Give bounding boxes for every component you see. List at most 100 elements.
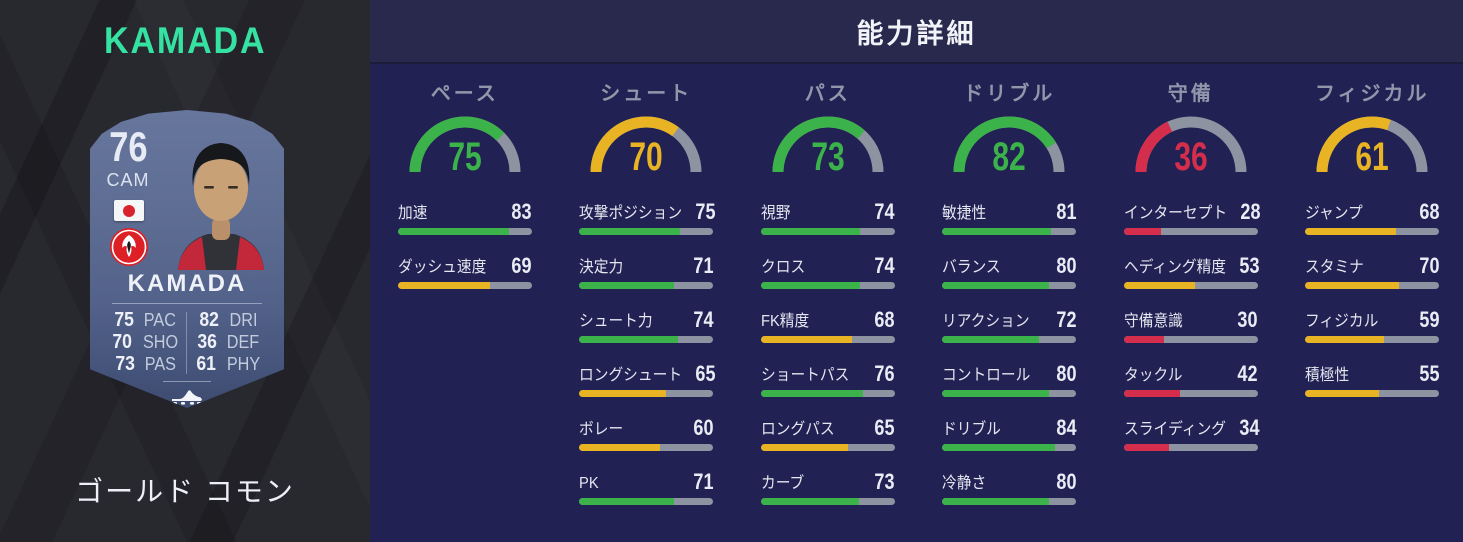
ability-label: シュート (600, 83, 693, 105)
stat-row: 冷静さ 80 (942, 469, 1077, 505)
stat-row: 加速 83 (397, 201, 532, 235)
stat-line: 敏捷性 81 (942, 201, 1076, 223)
stat-label: 視野 (760, 205, 791, 222)
ability-gauge: 70 (587, 115, 705, 177)
ability-gauge: 73 (769, 115, 887, 179)
stat-row: PK 71 (579, 471, 714, 505)
ability-column: 守備 36 インターセプト 28 ヘディング精度 53 守備意識 30 タックル 42 スライディン… (1100, 64, 1282, 525)
stat-line: フィジカル 59 (1305, 309, 1439, 331)
quick-stat: 82 DRI (199, 309, 258, 331)
stat-line: ロングパス 65 (761, 417, 895, 439)
stat-bar-fill (397, 282, 491, 289)
stat-list: インターセプト 28 ヘディング精度 53 守備意識 30 タックル 42 スライディング 34 (1100, 201, 1282, 451)
stat-label: FK精度 (760, 313, 810, 330)
stat-bar (1305, 390, 1440, 397)
stat-bar (579, 390, 714, 397)
card-rating: 76 (108, 123, 148, 170)
card-divider (112, 303, 262, 304)
stat-list: ジャンプ 68 スタミナ 70 フィジカル 59 積極性 55 (1282, 201, 1463, 397)
stat-label: 敏捷性 (942, 205, 987, 222)
stat-bar-fill (760, 390, 863, 397)
ability-gauge-value: 73 (811, 135, 845, 179)
stat-label: インターセプト (1123, 205, 1227, 222)
stat-bar-fill (1305, 282, 1400, 289)
stat-bar-fill (579, 336, 679, 343)
stat-bar-fill (942, 498, 1050, 505)
ability-label: ペース (430, 83, 499, 105)
stat-row: クロス 74 (760, 255, 895, 289)
stat-bar-fill (942, 444, 1055, 451)
stat-row: 攻撃ポジション 75 (579, 201, 716, 235)
quick-stats-divider (186, 312, 187, 374)
player-card: 76 CAM KAM (90, 110, 284, 408)
stat-label: ショートパス (760, 367, 850, 384)
card-divider-short (163, 381, 211, 382)
stat-list: 視野 74 クロス 74 FK精度 68 ショートパス 76 ロングパス 65 カーブ 73 (737, 201, 919, 505)
stat-line: タックル 42 (1124, 363, 1258, 385)
stat-label: ヘディング精度 (1123, 259, 1226, 276)
stat-line: クロス 74 (761, 255, 895, 277)
stat-value: 73 (874, 469, 895, 494)
stat-bar-fill (1305, 336, 1385, 343)
stat-bar-fill (760, 228, 860, 235)
stat-value: 30 (1237, 307, 1258, 332)
stat-row: 視野 74 (760, 199, 895, 235)
stat-line: 加速 83 (398, 201, 532, 223)
stat-line: インターセプト 28 (1123, 201, 1261, 223)
stat-row: ダッシュ速度 69 (397, 253, 532, 289)
stat-bar (1123, 336, 1258, 343)
stat-line: 攻撃ポジション 75 (579, 201, 716, 223)
stat-row: コントロール 80 (942, 363, 1077, 397)
stat-bar (942, 498, 1077, 505)
stat-value: 74 (874, 253, 895, 278)
quick-stat: 61 PHY (196, 353, 260, 375)
stat-bar-fill (397, 228, 509, 235)
stat-row: 積極性 55 (1305, 363, 1440, 397)
stat-value: 74 (874, 199, 895, 224)
stat-value: 80 (1056, 469, 1077, 494)
stat-bar-fill (1305, 390, 1379, 397)
stat-label: フィジカル (1305, 313, 1379, 330)
player-name-title: KAMADA (0, 20, 370, 62)
ability-gauge-value: 36 (1174, 135, 1208, 179)
stat-bar-fill (942, 336, 1039, 343)
stat-value: 55 (1419, 361, 1440, 386)
stat-bar-fill (579, 444, 660, 451)
player-sidebar: KAMADA 76 CAM (0, 0, 370, 542)
stat-line: 積極性 55 (1305, 363, 1439, 385)
stat-bar-fill (579, 390, 667, 397)
stat-line: FK精度 68 (761, 309, 895, 331)
stat-row: 敏捷性 81 (942, 201, 1077, 235)
stat-line: PK 71 (579, 471, 713, 493)
stat-value: 68 (1419, 199, 1440, 224)
stat-label: スライディング (1123, 421, 1226, 438)
ability-column: パス 73 視野 74 クロス 74 FK精度 68 ショートパス 76 ロングパス 65 カーブ 73 (737, 64, 919, 525)
stat-value: 60 (693, 415, 714, 440)
stat-label: カーブ (760, 475, 805, 492)
stat-bar-fill (942, 228, 1051, 235)
club-badge-icon (109, 227, 149, 267)
ability-gauge: 82 (950, 115, 1068, 177)
stat-line: 決定力 71 (579, 255, 713, 277)
stat-bar-fill (1123, 282, 1195, 289)
ability-label: フィジカル (1314, 83, 1430, 105)
stat-row: リアクション 72 (942, 309, 1077, 343)
player-name-text: KAMADA (103, 20, 267, 61)
stat-row: ロングパス 65 (760, 417, 895, 451)
ability-header-title: 能力詳細 (856, 18, 977, 49)
stat-value: 68 (874, 307, 895, 332)
stat-bar (579, 336, 714, 343)
ability-column: ドリブル 82 敏捷性 81 バランス 80 リアクション 72 コントロール 80 ドリブル 84 冷… (919, 64, 1101, 525)
stat-label: PK (579, 475, 599, 492)
stat-line: ロングシュート 65 (579, 363, 716, 385)
card-quick-stats: 75 PAC 82 DRI 70 SHO 36 DEF 73 PAS 61 PHY (104, 310, 270, 375)
stat-bar-fill (760, 282, 860, 289)
stat-line: カーブ 73 (761, 471, 895, 493)
stat-value: 69 (511, 253, 532, 278)
stat-bar (1305, 228, 1440, 235)
stat-label: 攻撃ポジション (579, 205, 683, 222)
stat-bar-fill (1123, 336, 1164, 343)
stat-row: 守備意識 30 (1123, 307, 1258, 343)
quick-stat: 70 SHO (112, 331, 178, 353)
flag-sun-disc (123, 204, 135, 217)
